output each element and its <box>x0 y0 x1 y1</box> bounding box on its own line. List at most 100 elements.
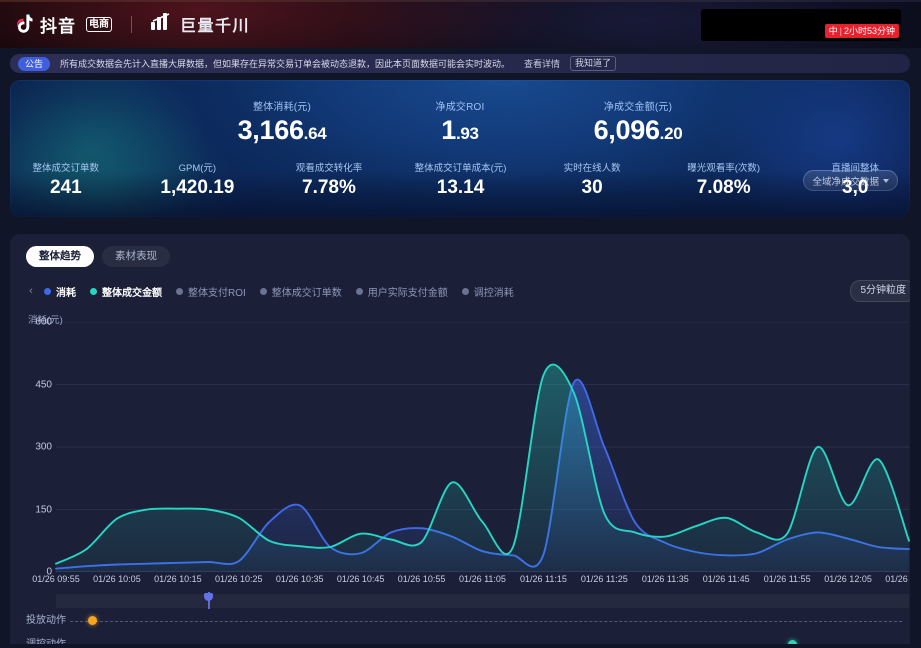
announcement-dismiss-button[interactable]: 我知道了 <box>570 56 617 71</box>
announcement-detail-link[interactable]: 查看详情 <box>524 59 561 69</box>
tab-creative-performance[interactable]: 素材表现 <box>102 246 170 267</box>
legend-item-4[interactable]: 用户实际支付金额 <box>355 284 448 299</box>
x-tick-5: 01/26 10:45 <box>336 574 385 584</box>
live-preview-box[interactable]: 中 | 2小时53分钟 <box>701 9 901 41</box>
x-tick-11: 01/26 11:45 <box>702 574 750 584</box>
action-marker-control[interactable] <box>788 640 797 644</box>
kpi-secondary-0-value: 241 <box>49 177 82 198</box>
series-line-1[interactable] <box>55 363 910 565</box>
kpi-secondary-0: 整体成交订单数 241 <box>0 160 132 199</box>
legend-item-3[interactable]: 整体成交订单数 <box>259 284 342 299</box>
brand-chip: 电商 <box>86 16 112 32</box>
trend-chart-card: 整体趋势 素材表现 ‹ 消耗 整体成交金额 整体支付ROI 整体成交订单数 用户实际支付… <box>10 234 910 644</box>
action-marker-delivery[interactable] <box>88 616 97 625</box>
kpi-primary-2-dec: .20 <box>659 124 683 143</box>
y-axis-labels: 0 150 300 450 600 <box>10 317 56 578</box>
live-duration-badge: 中 | 2小时53分钟 <box>824 24 899 38</box>
series-area-0 <box>56 379 909 572</box>
legend-prev-arrow[interactable]: ‹ <box>29 285 33 297</box>
kpi-secondary-6-label: 直播间整体 <box>831 163 880 174</box>
chart-tab-list: 整体趋势 素材表现 <box>26 246 170 267</box>
kpi-secondary-5-value: 7.08% <box>696 177 751 198</box>
y-tick-2: 300 <box>35 441 52 453</box>
kpi-primary-0-value: 3,166.64 <box>207 115 357 149</box>
legend-dot-icon <box>90 287 97 295</box>
kpi-secondary-1-label: GPM(元) <box>178 163 217 174</box>
kpi-secondary-4-value: 30 <box>581 177 603 198</box>
kpi-primary-1-label: 净成交ROI <box>435 102 485 113</box>
action-row-control: 调控动作 <box>10 636 910 644</box>
legend-item-2[interactable]: 整体支付ROI <box>176 284 246 299</box>
y-axis-title: 消耗(元) <box>28 315 63 326</box>
announcement-bar: 公告 所有成交数据会先计入直播大屏数据，但如果存在异常交易订单会被动态退款，因此… <box>10 54 910 73</box>
legend-item-5[interactable]: 调控消耗 <box>461 284 514 299</box>
top-bar: 抖音 电商 巨量千川 中 | 2小时53分钟 <box>0 0 921 48</box>
action-row-control-label: 调控动作 <box>26 636 66 644</box>
legend-dot-icon <box>259 287 267 295</box>
announcement-tag: 公告 <box>18 56 51 71</box>
live-badge-sep: | <box>839 26 842 36</box>
x-tick-12: 01/26 11:55 <box>763 574 811 584</box>
kpi-secondary-2-value: 7.78% <box>302 177 356 198</box>
x-tick-9: 01/26 11:25 <box>580 574 628 584</box>
brand-divider <box>131 15 132 33</box>
legend-item-1[interactable]: 整体成交金额 <box>90 284 162 299</box>
kpi-panel: 整体消耗(元) 3,166.64 净成交ROI 1.93 净成交金额(元) 6,… <box>10 80 910 217</box>
time-range-brush[interactable] <box>56 592 909 609</box>
series-area-1 <box>56 364 909 572</box>
legend-item-label: 用户实际支付金额 <box>367 287 448 299</box>
tab-overall-trend[interactable]: 整体趋势 <box>26 246 94 267</box>
kpi-primary-1-int: 1 <box>441 115 456 145</box>
x-tick-14: 01/26 12:15 <box>885 574 910 584</box>
kpi-primary-0: 整体消耗(元) 3,166.64 <box>207 98 357 149</box>
kpi-secondary-0-label: 整体成交订单数 <box>32 163 100 174</box>
brand-logo[interactable]: 抖音 电商 巨量千川 <box>14 12 250 37</box>
x-tick-7: 01/26 11:05 <box>459 574 506 584</box>
legend-next-arrow[interactable]: › <box>887 285 891 297</box>
x-tick-4: 01/26 10:35 <box>275 574 324 584</box>
kpi-primary-row: 整体消耗(元) 3,166.64 净成交ROI 1.93 净成交金额(元) 6,… <box>10 98 910 149</box>
x-tick-8: 01/26 11:15 <box>519 574 567 584</box>
metric-legend: ‹ 消耗 整体成交金额 整体支付ROI 整体成交订单数 用户实际支付金额 调控消耗 › <box>24 280 896 302</box>
brand-name: 抖音 <box>40 16 76 36</box>
action-row-delivery-label: 投放动作 <box>26 615 66 626</box>
legend-dot-icon <box>176 287 183 295</box>
x-tick-0: 01/26 09:55 <box>32 574 80 584</box>
legend-dot-icon <box>44 287 51 295</box>
legend-item-0[interactable]: 消耗 <box>44 284 76 299</box>
legend-item-label: 调控消耗 <box>473 287 514 299</box>
x-axis-labels: 01/26 09:55 01/26 10:05 01/26 10:15 01/26 1… <box>10 574 910 590</box>
kpi-secondary-row: 整体成交订单数 241 GPM(元) 1,420.19 观看成交转化率 7.78… <box>0 160 921 199</box>
kpi-secondary-3: 整体成交订单成本(元) 13.14 <box>395 160 527 199</box>
legend-item-label: 整体成交金额 <box>102 287 162 299</box>
x-tick-1: 01/26 10:05 <box>93 574 141 584</box>
y-tick-3: 450 <box>35 379 52 390</box>
kpi-secondary-6-value: 3,0 <box>842 177 869 198</box>
kpi-primary-1-dec: .93 <box>455 124 479 143</box>
legend-item-label: 消耗 <box>56 287 76 299</box>
trend-line-chart[interactable] <box>10 321 910 576</box>
announcement-text: 所有成交数据会先计入直播大屏数据，但如果存在异常交易订单会被动态退款，因此本页面… <box>60 59 511 69</box>
x-tick-3: 01/26 10:25 <box>215 574 263 584</box>
legend-dot-icon <box>355 287 363 295</box>
legend-item-label: 整体支付ROI <box>188 287 246 299</box>
y-tick-1: 150 <box>35 504 52 515</box>
legend-items: 消耗 整体成交金额 整体支付ROI 整体成交订单数 用户实际支付金额 调控消耗 <box>44 284 882 299</box>
live-badge-left: 中 <box>828 26 838 36</box>
tiktok-note-icon <box>14 13 33 35</box>
action-row-delivery: 投放动作 <box>10 612 910 630</box>
kpi-secondary-3-label: 整体成交订单成本(元) <box>414 163 507 174</box>
legend-item-label: 整体成交订单数 <box>271 287 342 299</box>
legend-dot-icon <box>461 287 469 295</box>
kpi-secondary-5: 曝光观看率(次数) 7.08% <box>658 160 790 199</box>
x-tick-13: 01/26 12:05 <box>824 574 872 584</box>
brush-handle-left[interactable] <box>204 592 213 609</box>
kpi-secondary-6: 直播间整体 3,0 <box>789 160 921 199</box>
kpi-primary-2-label: 净成交金额(元) <box>603 102 673 113</box>
granularity-button[interactable]: 5分钟粒度 <box>850 280 910 302</box>
kpi-secondary-3-value: 13.14 <box>436 177 485 198</box>
kpi-primary-1-value: 1.93 <box>385 115 535 149</box>
brush-handle-head <box>204 593 213 601</box>
kpi-primary-2: 净成交金额(元) 6,096.20 <box>563 98 713 149</box>
